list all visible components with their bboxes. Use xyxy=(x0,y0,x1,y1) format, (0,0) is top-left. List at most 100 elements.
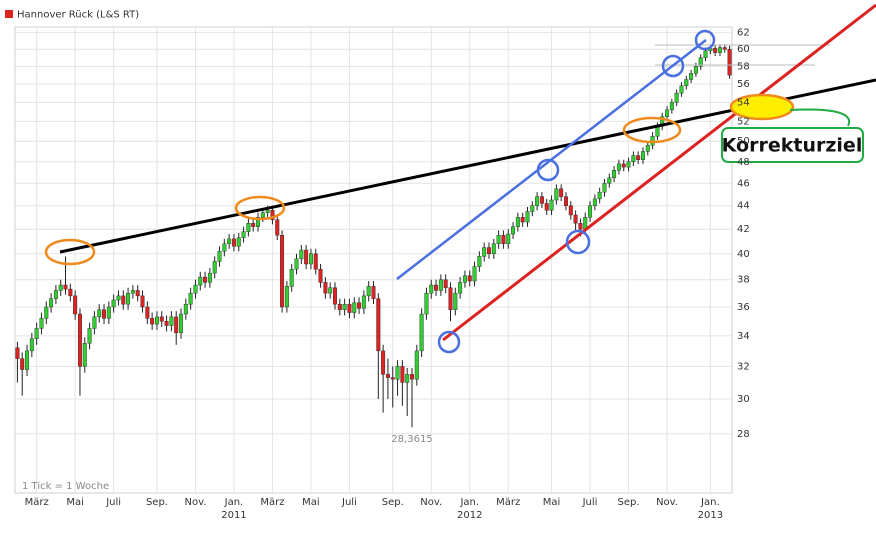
tick-note: 1 Tick = 1 Woche xyxy=(22,481,109,492)
candle-body xyxy=(183,303,188,315)
candle-body xyxy=(337,303,342,310)
candle-body xyxy=(684,79,689,87)
y-tick-label: 60 xyxy=(737,44,750,55)
annotations xyxy=(44,3,876,354)
candle-body xyxy=(717,47,722,53)
callout-box xyxy=(721,127,864,163)
marker-circle xyxy=(565,229,591,255)
candle-body xyxy=(49,298,54,308)
candle-body xyxy=(15,347,20,359)
callout-pointer xyxy=(789,108,851,127)
candle-body xyxy=(501,235,506,245)
candle-body xyxy=(621,163,626,168)
candle-body xyxy=(385,374,390,378)
candle-body xyxy=(669,102,674,111)
x-tick-label: Sep. xyxy=(146,497,168,508)
candle-body xyxy=(121,295,126,305)
callout-text: Korrekturziel xyxy=(722,135,863,157)
marker-ellipse xyxy=(622,116,682,144)
candle-body xyxy=(400,366,405,383)
candle-body xyxy=(405,374,410,383)
candle-body xyxy=(438,279,443,291)
candle-body xyxy=(222,243,227,252)
candle-body xyxy=(299,249,304,260)
candle-body xyxy=(713,48,718,53)
candle-body xyxy=(73,295,78,315)
candle-body xyxy=(366,286,371,297)
candles xyxy=(15,44,732,428)
candle-body xyxy=(602,183,607,193)
marker-circle xyxy=(694,29,716,51)
candle-body xyxy=(294,258,299,270)
candle-body xyxy=(530,205,535,212)
candle-body xyxy=(357,302,362,309)
candle-body xyxy=(679,85,684,94)
axes: 28 30 32 34 36 38 40 42 44 46 48 50 52 54 56 58 60 62 März… xyxy=(25,28,750,521)
y-tick-label: 40 xyxy=(737,249,750,260)
y-tick-label: 36 xyxy=(737,302,750,313)
candle-body xyxy=(564,196,568,206)
x-year-label: 2013 xyxy=(698,510,723,521)
marker-circle xyxy=(437,330,461,354)
candle-body xyxy=(304,249,309,265)
candle-body xyxy=(361,295,366,309)
candle-body xyxy=(207,272,212,283)
candle-body xyxy=(698,57,703,67)
candle-body xyxy=(25,350,30,370)
grid xyxy=(15,27,732,493)
candle-body xyxy=(39,318,44,329)
candle-body xyxy=(347,303,352,313)
candle-body xyxy=(289,268,294,287)
marker-ellipse xyxy=(44,238,96,266)
candle-body xyxy=(549,199,554,211)
candle-body xyxy=(592,198,597,206)
candle-body xyxy=(164,320,169,326)
marker-circle xyxy=(536,158,560,182)
candle-body xyxy=(135,290,140,297)
marker-ellipse xyxy=(234,195,286,221)
candle-body xyxy=(535,196,540,206)
candle-body xyxy=(578,223,583,230)
candle-body xyxy=(612,170,617,179)
x-tick-label: Nov. xyxy=(656,497,678,508)
y-tick-label: 32 xyxy=(737,361,750,372)
candle-body xyxy=(150,318,155,325)
candle-body xyxy=(323,282,328,294)
candle-body xyxy=(472,266,477,282)
candle-body xyxy=(217,251,222,262)
candle-body xyxy=(154,316,159,325)
candle-body xyxy=(419,313,424,352)
x-tick-label: Juli xyxy=(105,497,121,508)
candle-body xyxy=(58,284,63,291)
candle-body xyxy=(410,374,414,380)
candle-body xyxy=(631,155,636,163)
candle-body xyxy=(256,217,260,227)
candle-body xyxy=(559,188,564,197)
candle-body xyxy=(313,253,318,270)
candle-body xyxy=(453,292,458,310)
candle-body xyxy=(568,205,573,216)
x-tick-label: Jan. xyxy=(700,497,720,508)
candle-body xyxy=(390,377,395,380)
candle-body xyxy=(506,233,511,245)
y-tick-label: 62 xyxy=(737,28,750,39)
candle-body xyxy=(424,292,429,315)
candle-body xyxy=(554,188,559,201)
candle-body xyxy=(29,338,34,352)
trend-line xyxy=(442,3,876,342)
chart-title: Hannover Rück (L&S RT) xyxy=(17,10,139,21)
candle-body xyxy=(68,288,73,297)
candle-body xyxy=(63,284,68,290)
x-tick-label: Mai xyxy=(543,497,561,508)
x-tick-label: März xyxy=(496,497,520,508)
candle-body xyxy=(515,217,520,227)
candle-body xyxy=(53,290,58,299)
x-tick-label: Nov. xyxy=(420,497,442,508)
candle-body xyxy=(20,358,25,370)
y-tick-label: 30 xyxy=(737,394,750,405)
candle-body xyxy=(92,316,97,329)
candle-body xyxy=(381,350,386,375)
candle-body xyxy=(395,366,400,380)
x-tick-label: Sep. xyxy=(382,497,404,508)
candle-body xyxy=(636,155,641,160)
